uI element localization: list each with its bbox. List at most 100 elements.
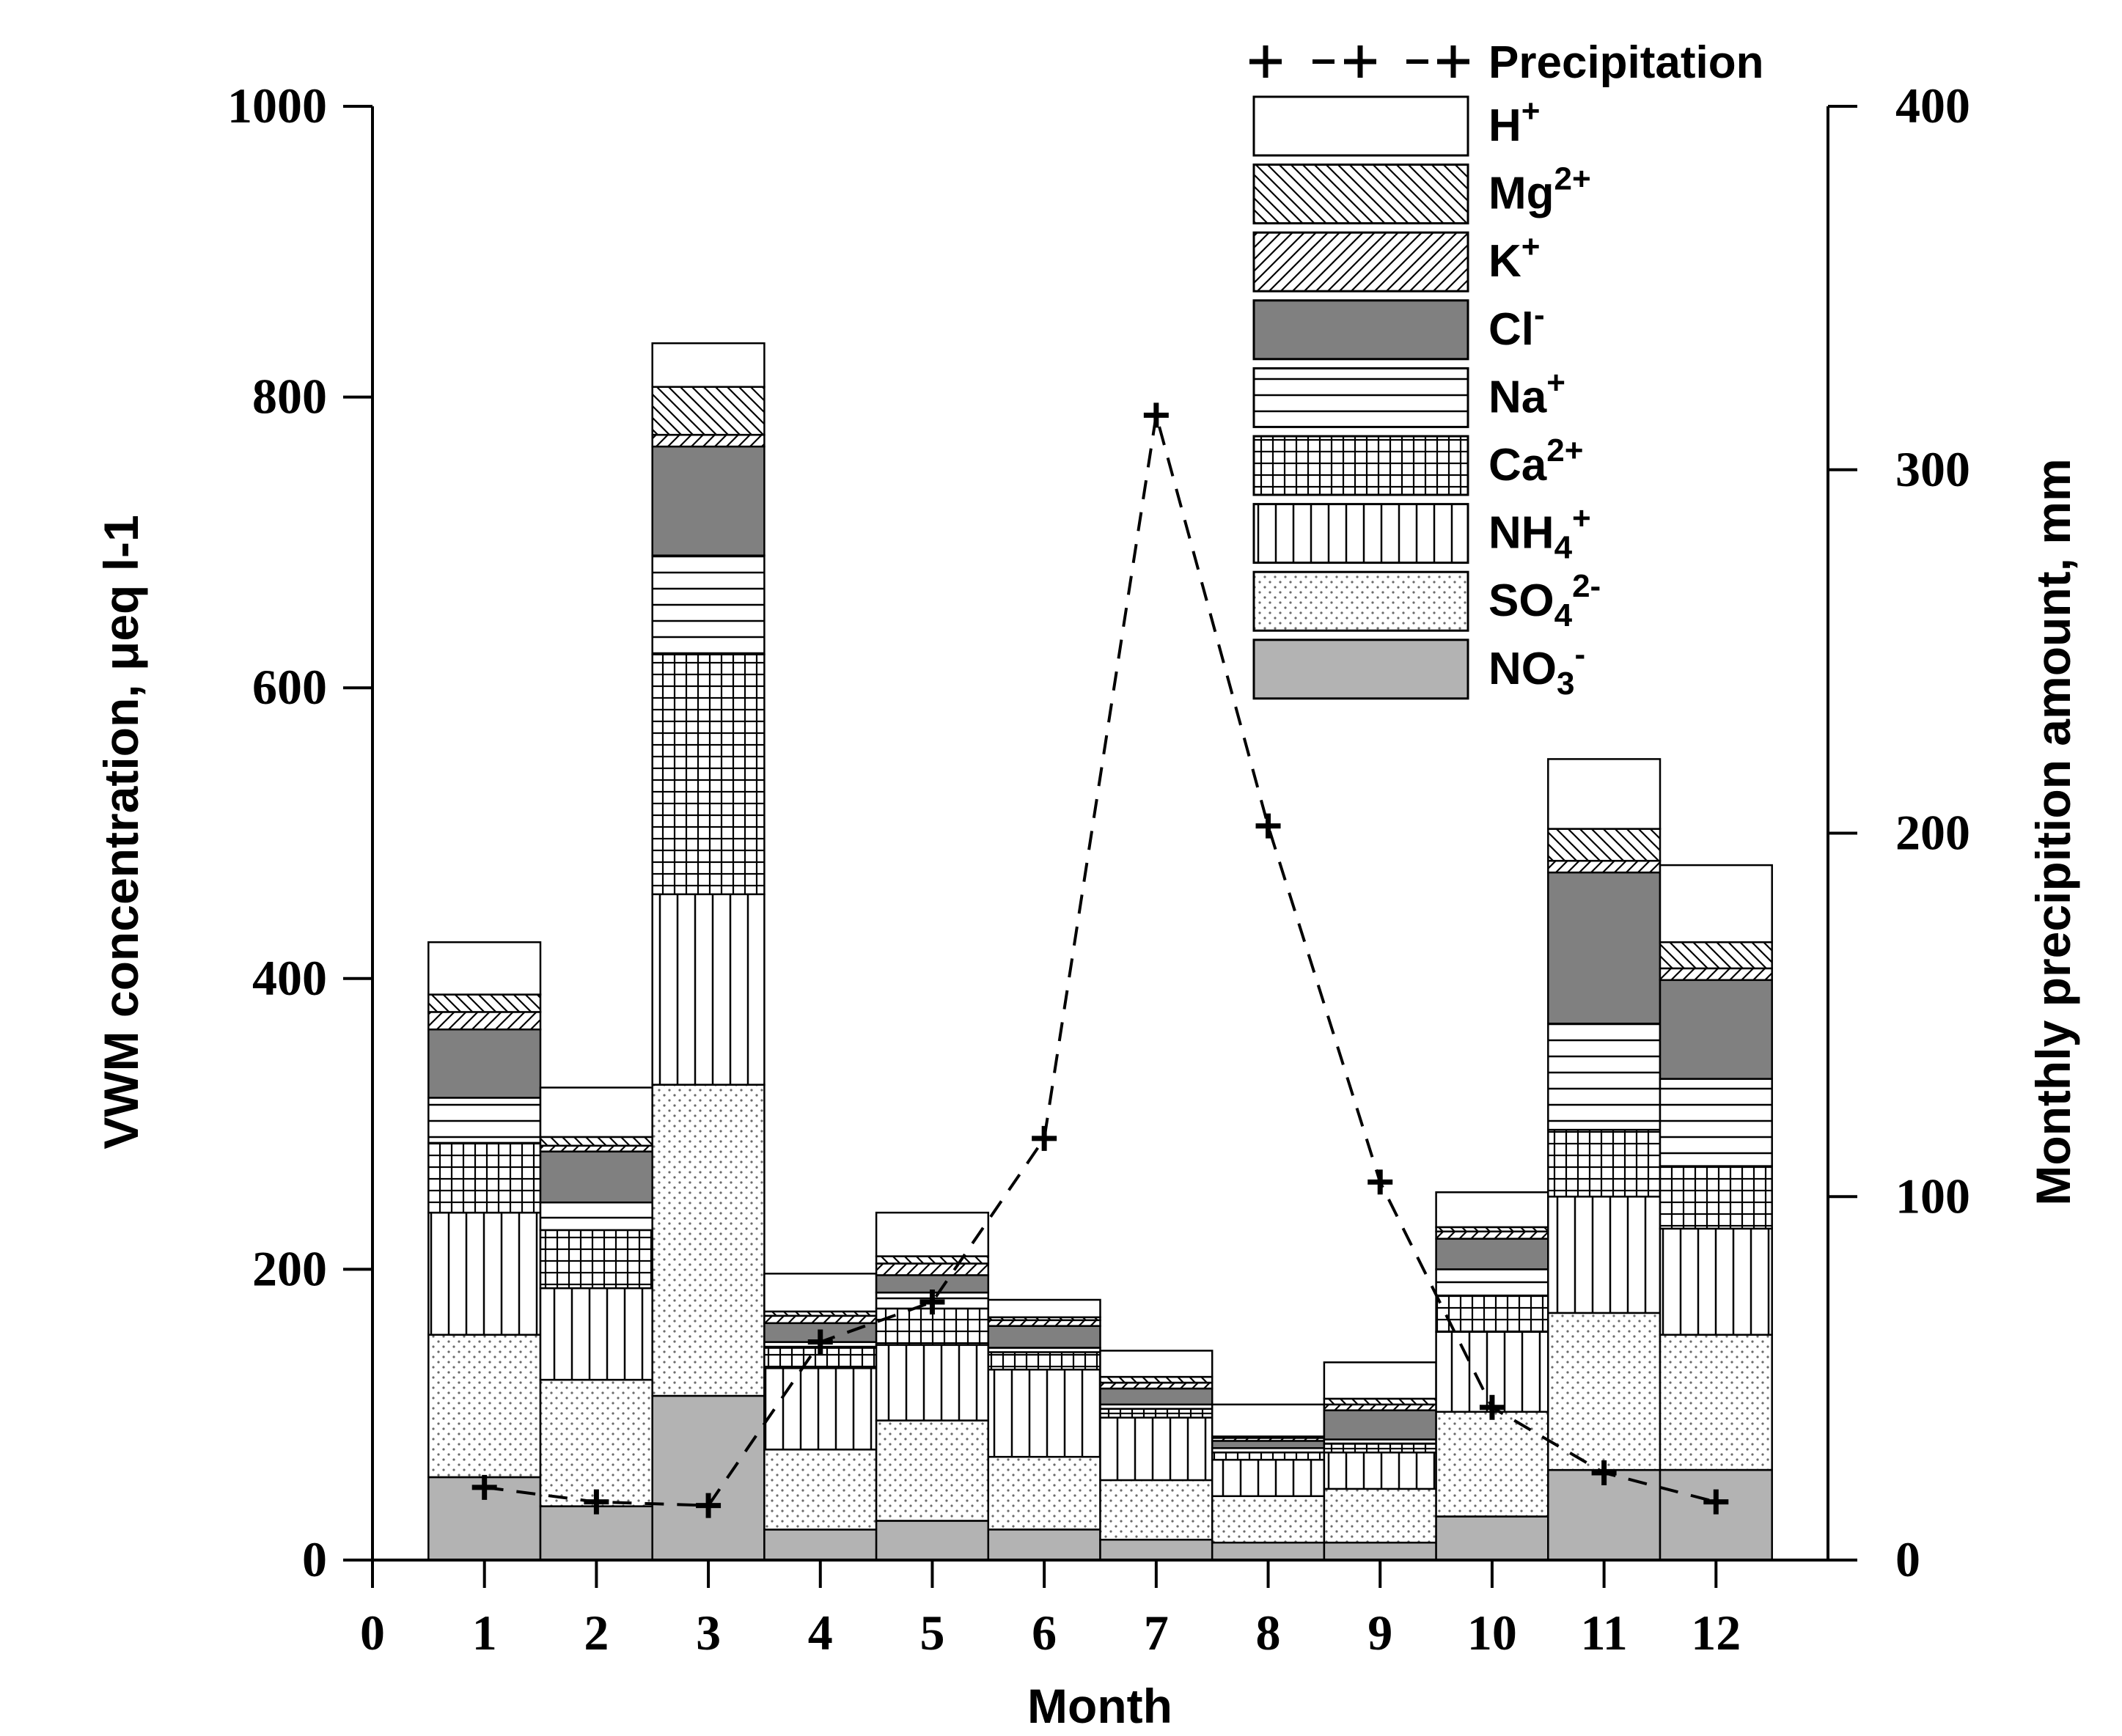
bar-month-9-h	[1323, 1361, 1437, 1400]
bar-month-7-cl	[1099, 1387, 1214, 1406]
legend-swatch-no3	[1252, 639, 1469, 700]
bar-month-10-so42	[1435, 1410, 1549, 1518]
x-tick-label-12: 12	[1691, 1605, 1741, 1660]
bar-month-10-cl	[1435, 1237, 1549, 1270]
legend-label-mg2: Mg2+	[1488, 161, 1591, 219]
bar-month-3-na	[651, 554, 766, 655]
x-tick-label-9: 9	[1367, 1605, 1392, 1660]
bar-month-4-h	[763, 1273, 878, 1313]
left-tick-label-600: 600	[252, 659, 327, 715]
bar-month-3-cl	[651, 445, 766, 556]
bar-month-11-cl	[1547, 871, 1662, 1025]
x-axis-title: Month	[1027, 1679, 1172, 1733]
bar-month-12-no3	[1659, 1468, 1773, 1562]
left-tick-label-0: 0	[302, 1531, 327, 1587]
bar-month-7-ca2	[1099, 1408, 1214, 1419]
bar-month-7-no3	[1099, 1538, 1214, 1562]
bar-month-9-ca2	[1323, 1443, 1437, 1454]
bar-month-3-ca2	[651, 653, 766, 896]
legend-swatch-ca2	[1252, 435, 1469, 496]
bar-month-2-h	[539, 1086, 653, 1139]
bar-month-5-mg2	[875, 1255, 990, 1265]
legend-label-no3: NO3-	[1488, 636, 1585, 702]
bar-month-5-so42	[875, 1419, 990, 1522]
bar-month-9-so42	[1323, 1487, 1437, 1544]
bar-month-3-k	[651, 433, 766, 448]
bar-month-2-mg2	[539, 1136, 653, 1147]
bar-month-7-k	[1099, 1381, 1214, 1390]
legend-swatch-k	[1252, 231, 1469, 293]
legend-label-h: H+	[1488, 93, 1540, 151]
bar-month-10-k	[1435, 1230, 1549, 1240]
bar-month-6-h	[987, 1298, 1101, 1319]
left-tick-label-800: 800	[252, 369, 327, 424]
x-tick-label-5: 5	[919, 1605, 944, 1660]
right-tick-label-400: 400	[1895, 78, 1970, 133]
legend-precip-marker-2	[1344, 45, 1376, 78]
bar-month-2-ca2	[539, 1229, 653, 1290]
bar-month-10-na	[1435, 1268, 1549, 1297]
bar-month-5-nh4	[875, 1344, 990, 1421]
bar-month-1-cl	[427, 1028, 542, 1099]
bar-month-6-ca2	[987, 1351, 1101, 1371]
bar-month-2-so42	[539, 1378, 653, 1507]
bar-month-1-h	[427, 941, 542, 996]
precipitation-dashed-line	[484, 414, 1717, 1507]
legend-label-k: K+	[1488, 229, 1540, 287]
precip-marker-month-6	[1032, 1125, 1057, 1151]
bar-month-3-nh4	[651, 893, 766, 1086]
bar-month-7-so42	[1099, 1479, 1214, 1541]
bar-month-11-mg2	[1547, 828, 1662, 862]
bar-month-9-cl	[1323, 1409, 1437, 1441]
precip-marker-month-9	[1367, 1169, 1393, 1195]
legend-label-so42: SO42-	[1488, 568, 1601, 633]
precip-marker-month-4	[807, 1329, 833, 1355]
bar-month-12-nh4	[1659, 1227, 1773, 1336]
bar-month-7-h	[1099, 1350, 1214, 1378]
bar-month-1-so42	[427, 1334, 542, 1479]
bar-month-11-na	[1547, 1023, 1662, 1131]
legend-swatch-h	[1252, 95, 1469, 157]
legend-swatch-mg2	[1252, 163, 1469, 225]
bar-month-11-k	[1547, 859, 1662, 874]
bar-month-2-cl	[539, 1150, 653, 1204]
x-tick-label-7: 7	[1144, 1605, 1169, 1660]
bar-month-8-no3	[1211, 1541, 1326, 1562]
bar-month-12-so42	[1659, 1334, 1773, 1471]
precip-marker-month-2	[584, 1489, 609, 1515]
legend-label-cl: Cl-	[1488, 297, 1545, 355]
bar-month-8-nh4	[1211, 1458, 1326, 1498]
bar-month-1-ca2	[427, 1141, 542, 1214]
bar-month-6-no3	[987, 1529, 1101, 1562]
bar-month-8-h	[1211, 1403, 1326, 1438]
bar-month-11-h	[1547, 758, 1662, 830]
legend-precip-marker-1	[1249, 45, 1282, 78]
bar-month-12-cl	[1659, 979, 1773, 1080]
x-tick-label-3: 3	[696, 1605, 721, 1660]
legend-swatch-cl	[1252, 299, 1469, 361]
bar-month-3-mg2	[651, 386, 766, 436]
bar-month-4-k	[763, 1314, 878, 1325]
bar-month-12-k	[1659, 967, 1773, 982]
left-tick-label-400: 400	[252, 950, 327, 1006]
bar-month-8-cl	[1211, 1440, 1326, 1449]
axis-titles: Month VWM concentration, μeq l-1 Monthly p…	[94, 458, 2080, 1733]
bar-month-8-ca2	[1211, 1452, 1326, 1461]
bar-month-3-h	[651, 342, 766, 388]
legend-label-precipitation: Precipitation	[1488, 37, 1764, 88]
precip-marker-month-3	[696, 1493, 722, 1518]
bar-month-8-so42	[1211, 1495, 1326, 1544]
bar-month-7-nh4	[1099, 1416, 1214, 1482]
stacked-bars	[427, 342, 1773, 1562]
left-axis-title: VWM concentration, μeq l-1	[94, 515, 148, 1149]
precip-marker-month-11	[1591, 1460, 1617, 1486]
x-tick-label-10: 10	[1467, 1605, 1517, 1660]
x-tick-label-8: 8	[1256, 1605, 1281, 1660]
bar-month-5-k	[875, 1262, 990, 1276]
bar-month-10-ca2	[1435, 1294, 1549, 1333]
bar-month-1-k	[427, 1011, 542, 1031]
bar-month-2-no3	[539, 1505, 653, 1562]
bar-month-2-na	[539, 1201, 653, 1232]
